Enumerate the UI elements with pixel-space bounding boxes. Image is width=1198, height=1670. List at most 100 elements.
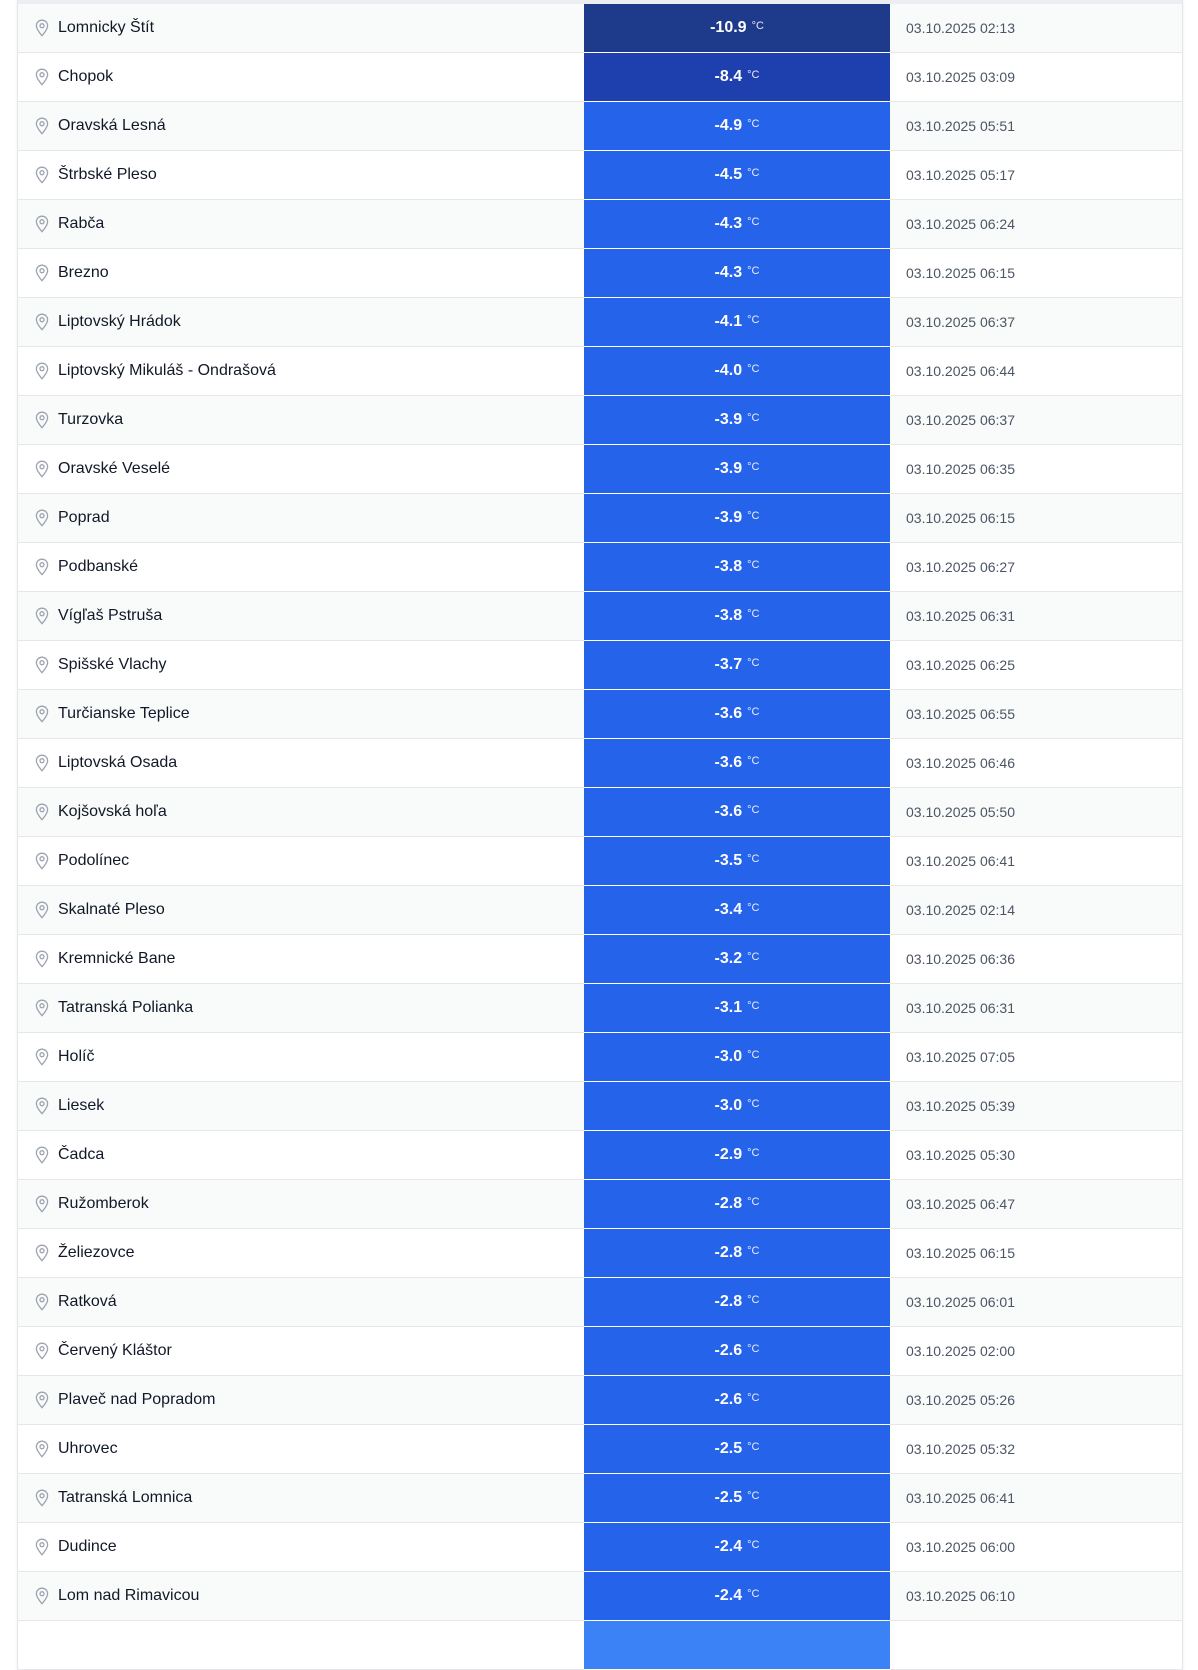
- measurement-time: 03.10.2025 06:41: [906, 1490, 1015, 1506]
- table-row[interactable]: Liptovský Mikuláš - Ondrašová -4.0 °C 03.…: [18, 347, 1182, 396]
- table-row[interactable]: Brezno -4.3 °C 03.10.2025 06:15: [18, 249, 1182, 298]
- table-row[interactable]: Plaveč nad Popradom -2.6 °C 03.10.2025 05…: [18, 1376, 1182, 1425]
- measurement-time: 03.10.2025 06:35: [906, 461, 1015, 477]
- table-row[interactable]: Kremnické Bane -3.2 °C 03.10.2025 06:36: [18, 935, 1182, 984]
- station-name: Rabča: [58, 215, 105, 232]
- table-row[interactable]: Ružomberok -2.8 °C 03.10.2025 06:47: [18, 1180, 1182, 1229]
- table-row[interactable]: Spišské Vlachy -3.7 °C 03.10.2025 06:25: [18, 641, 1182, 690]
- temperature-cell: -4.1 °C: [584, 298, 890, 347]
- table-row[interactable]: Vígľaš Pstruša -3.8 °C 03.10.2025 06:31: [18, 592, 1182, 641]
- measurement-time: 03.10.2025 06:25: [906, 657, 1015, 673]
- table-row-partial[interactable]: [18, 1621, 1182, 1670]
- temperature-value: -3.6: [714, 754, 743, 771]
- map-pin-icon: [35, 460, 49, 478]
- station-name: Liesek: [58, 1097, 105, 1114]
- table-row[interactable]: Liptovská Osada -3.6 °C 03.10.2025 06:46: [18, 739, 1182, 788]
- table-row[interactable]: Turčianske Teplice -3.6 °C 03.10.2025 06:…: [18, 690, 1182, 739]
- temperature-value: -3.8: [714, 607, 743, 624]
- map-pin-icon: [35, 1342, 49, 1360]
- temperature-unit: °C: [747, 1000, 760, 1012]
- temperature-cell: -2.9 °C: [584, 1131, 890, 1180]
- table-row[interactable]: Skalnaté Pleso -3.4 °C 03.10.2025 02:14: [18, 886, 1182, 935]
- temperature-cell: -10.9 °C: [584, 4, 890, 53]
- station-cell: Dudince: [18, 1523, 584, 1571]
- table-row[interactable]: Podbanské -3.8 °C 03.10.2025 06:27: [18, 543, 1182, 592]
- temperature-cell: -3.0 °C: [584, 1033, 890, 1082]
- table-row[interactable]: Chopok -8.4 °C 03.10.2025 03:09: [18, 53, 1182, 102]
- station-name: Želiezovce: [58, 1244, 135, 1261]
- table-row[interactable]: Čadca -2.9 °C 03.10.2025 05:30: [18, 1131, 1182, 1180]
- temperature-unit: °C: [747, 1441, 760, 1453]
- station-name: Kojšovská hoľa: [58, 803, 167, 820]
- map-pin-icon: [35, 1146, 49, 1164]
- table-row[interactable]: Uhrovec -2.5 °C 03.10.2025 05:32: [18, 1425, 1182, 1474]
- table-row[interactable]: Tatranská Polianka -3.1 °C 03.10.2025 06:…: [18, 984, 1182, 1033]
- table-row[interactable]: Kojšovská hoľa -3.6 °C 03.10.2025 05:50: [18, 788, 1182, 837]
- temperature-value: -3.8: [714, 558, 743, 575]
- station-name: Turzovka: [58, 411, 124, 428]
- measurement-time: 03.10.2025 06:47: [906, 1196, 1015, 1212]
- table-row[interactable]: Poprad -3.9 °C 03.10.2025 06:15: [18, 494, 1182, 543]
- temperature-cell: -3.8 °C: [584, 543, 890, 592]
- temperature-cell: -3.0 °C: [584, 1082, 890, 1131]
- table-row[interactable]: Štrbské Pleso -4.5 °C 03.10.2025 05:17: [18, 151, 1182, 200]
- table-row[interactable]: Rabča -4.3 °C 03.10.2025 06:24: [18, 200, 1182, 249]
- table-row[interactable]: Dudince -2.4 °C 03.10.2025 06:00: [18, 1523, 1182, 1572]
- table-row[interactable]: Červený Kláštor -2.6 °C 03.10.2025 02:00: [18, 1327, 1182, 1376]
- temperature-unit: °C: [747, 1539, 760, 1551]
- temperature-value: -3.9: [714, 411, 743, 428]
- station-cell: Plaveč nad Popradom: [18, 1376, 584, 1424]
- table-row[interactable]: Ratková -2.8 °C 03.10.2025 06:01: [18, 1278, 1182, 1327]
- measurement-time: 03.10.2025 03:09: [906, 69, 1015, 85]
- measurement-time: 03.10.2025 07:05: [906, 1049, 1015, 1065]
- station-name: Lom nad Rimavicou: [58, 1587, 200, 1604]
- station-name: Čadca: [58, 1146, 105, 1163]
- map-pin-icon: [35, 264, 49, 282]
- station-cell: Červený Kláštor: [18, 1327, 584, 1375]
- temperature-cell: -4.0 °C: [584, 347, 890, 396]
- station-name: Chopok: [58, 68, 114, 85]
- map-pin-icon: [35, 166, 49, 184]
- station-name: Spišské Vlachy: [58, 656, 167, 673]
- station-cell: Turčianske Teplice: [18, 690, 584, 738]
- temperature-unit: °C: [747, 951, 760, 963]
- map-pin-icon: [35, 1195, 49, 1213]
- table-row[interactable]: Oravské Veselé -3.9 °C 03.10.2025 06:35: [18, 445, 1182, 494]
- temperature-value: -3.4: [714, 901, 743, 918]
- table-top-edge: [18, 0, 1182, 4]
- table-row[interactable]: Podolínec -3.5 °C 03.10.2025 06:41: [18, 837, 1182, 886]
- measurement-time: 03.10.2025 06:44: [906, 363, 1015, 379]
- table-row[interactable]: Želiezovce -2.8 °C 03.10.2025 06:15: [18, 1229, 1182, 1278]
- temperature-unit: °C: [747, 118, 760, 130]
- station-cell: Vígľaš Pstruša: [18, 592, 584, 640]
- station-cell: Štrbské Pleso: [18, 151, 584, 199]
- temperature-unit: °C: [747, 804, 760, 816]
- temperature-cell: -3.4 °C: [584, 886, 890, 935]
- map-pin-icon: [35, 313, 49, 331]
- temperature-unit: °C: [747, 1147, 760, 1159]
- table-row[interactable]: Liesek -3.0 °C 03.10.2025 05:39: [18, 1082, 1182, 1131]
- table-row[interactable]: Tatranská Lomnica -2.5 °C 03.10.2025 06:4…: [18, 1474, 1182, 1523]
- station-cell: Spišské Vlachy: [18, 641, 584, 689]
- temperature-cell: -4.3 °C: [584, 200, 890, 249]
- table-body: Lomnicky Štít -10.9 °C 03.10.2025 02:13 Ch…: [18, 4, 1182, 1670]
- temperature-unit: °C: [747, 657, 760, 669]
- map-pin-icon: [35, 1048, 49, 1066]
- temperature-value: -2.8: [714, 1244, 743, 1261]
- map-pin-icon: [35, 1587, 49, 1605]
- table-row[interactable]: Turzovka -3.9 °C 03.10.2025 06:37: [18, 396, 1182, 445]
- table-row[interactable]: Holíč -3.0 °C 03.10.2025 07:05: [18, 1033, 1182, 1082]
- temperature-unit: °C: [747, 1588, 760, 1600]
- temperature-unit: °C: [747, 706, 760, 718]
- measurement-time: 03.10.2025 05:26: [906, 1392, 1015, 1408]
- table-row[interactable]: Oravská Lesná -4.9 °C 03.10.2025 05:51: [18, 102, 1182, 151]
- map-pin-icon: [35, 68, 49, 86]
- temperature-value: -2.4: [714, 1587, 743, 1604]
- table-row[interactable]: Lom nad Rimavicou -2.4 °C 03.10.2025 06:1…: [18, 1572, 1182, 1621]
- temperature-cell: -3.9 °C: [584, 445, 890, 494]
- table-row[interactable]: Lomnicky Štít -10.9 °C 03.10.2025 02:13: [18, 4, 1182, 53]
- measurement-time: 03.10.2025 02:00: [906, 1343, 1015, 1359]
- station-cell: Podbanské: [18, 543, 584, 591]
- table-row[interactable]: Liptovský Hrádok -4.1 °C 03.10.2025 06:37: [18, 298, 1182, 347]
- station-cell: Tatranská Polianka: [18, 984, 584, 1032]
